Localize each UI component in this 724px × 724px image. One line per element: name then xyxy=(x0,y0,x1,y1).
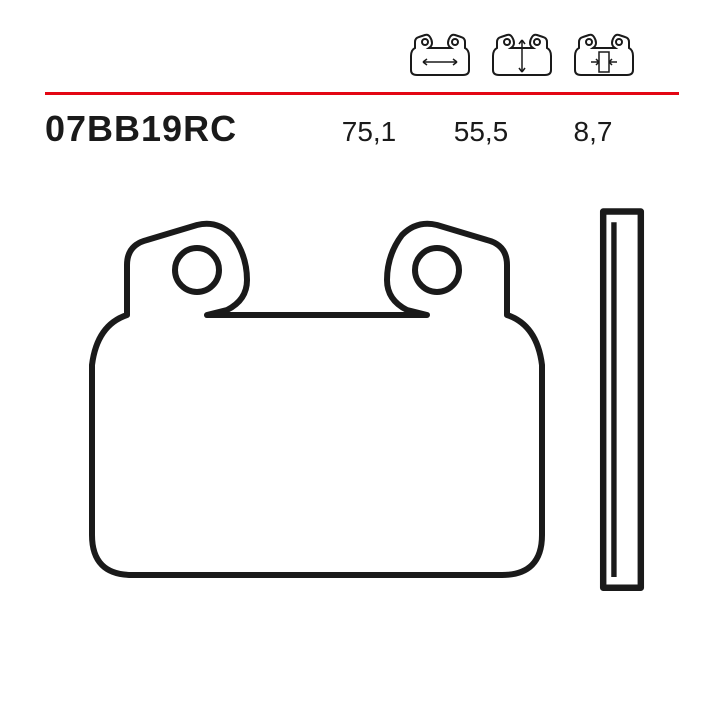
height-value: 55,5 xyxy=(445,116,517,148)
side-outline xyxy=(603,212,641,588)
dimension-icons-row xyxy=(405,30,639,80)
product-info-row: 07BB19RC 75,1 55,5 8,7 xyxy=(45,108,679,150)
product-code: 07BB19RC xyxy=(45,108,237,150)
dimensions-group: 75,1 55,5 8,7 xyxy=(333,116,679,148)
mounting-hole-right xyxy=(415,248,459,292)
thickness-value: 8,7 xyxy=(557,116,629,148)
width-dimension-icon xyxy=(405,30,475,80)
accent-divider xyxy=(45,92,679,95)
width-value: 75,1 xyxy=(333,116,405,148)
height-dimension-icon xyxy=(487,30,557,80)
brake-pad-front-view xyxy=(67,190,567,620)
mounting-hole-left xyxy=(175,248,219,292)
pad-outline xyxy=(92,224,542,575)
thickness-dimension-icon xyxy=(569,30,639,80)
product-diagram-container: 07BB19RC 75,1 55,5 8,7 xyxy=(0,0,724,724)
brake-pad-side-view xyxy=(587,190,657,620)
technical-drawings xyxy=(0,190,724,620)
